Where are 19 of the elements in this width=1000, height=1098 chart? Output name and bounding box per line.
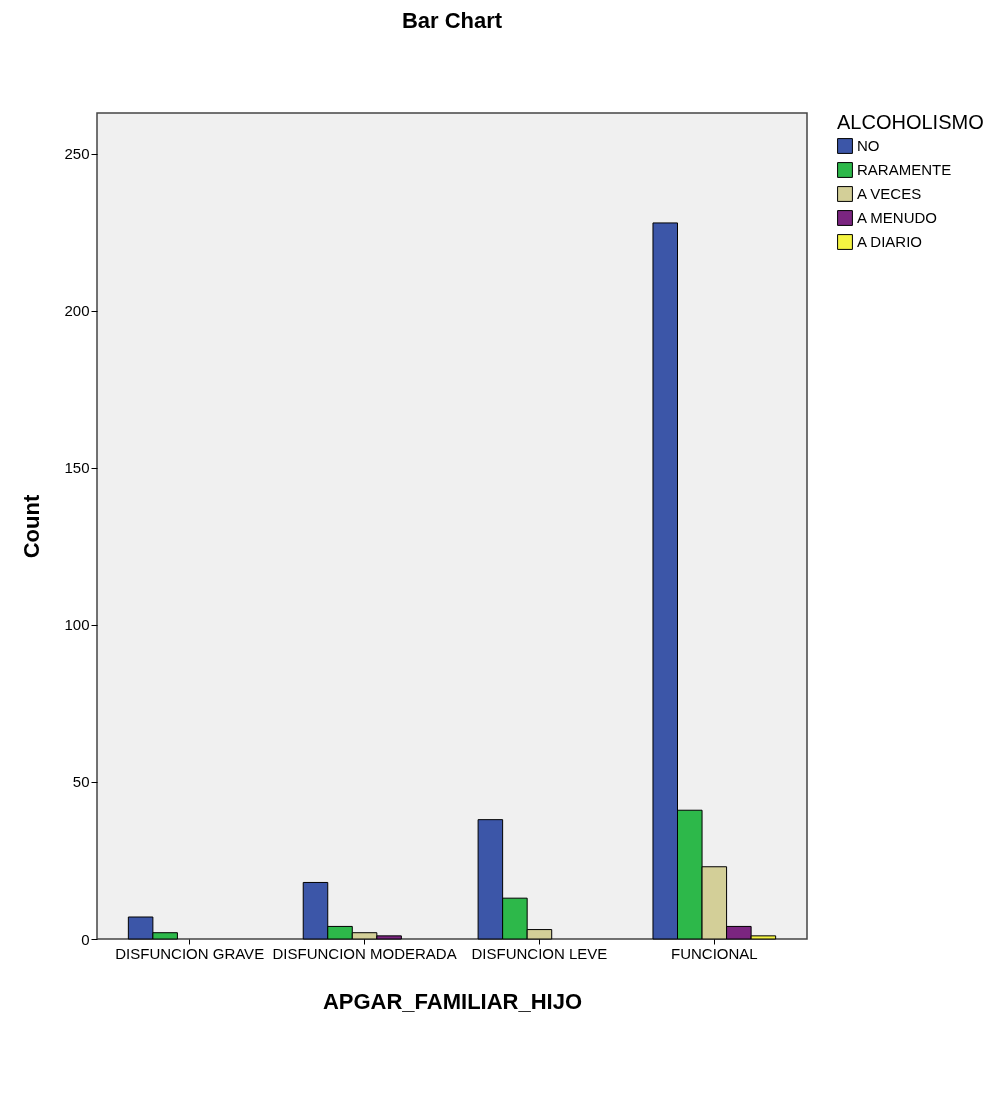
legend-label: A VECES (857, 185, 922, 202)
legend-label: A DIARIO (857, 233, 923, 250)
legend-label: NO (857, 137, 880, 154)
y-tick-label: 150 (64, 459, 90, 477)
legend-label: RARAMENTE (857, 161, 952, 178)
x-tick-label: DISFUNCION GRAVE (115, 944, 265, 962)
y-axis-title: Count (19, 494, 45, 559)
chart-title: Bar Chart (401, 8, 503, 33)
legend-label: A MENUDO (857, 209, 938, 226)
legend-title: ALCOHOLISMO (837, 111, 984, 133)
y-tick-label: 100 (64, 616, 90, 634)
y-tick-label: 0 (81, 930, 90, 948)
x-tick-label: DISFUNCION LEVE (471, 944, 608, 962)
y-tick-label: 200 (64, 302, 90, 320)
x-tick-label: FUNCIONAL (670, 944, 758, 962)
y-tick-label: 50 (72, 773, 90, 791)
x-axis-title: APGAR_FAMILIAR_HIJO (322, 988, 583, 1014)
y-tick-label: 250 (64, 145, 90, 163)
x-tick-label: DISFUNCION MODERADA (272, 944, 457, 962)
